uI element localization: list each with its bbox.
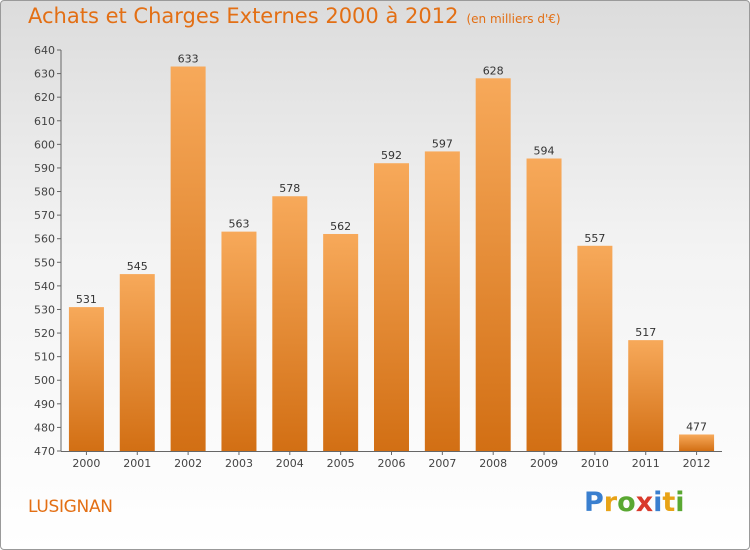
- y-tick-label: 510: [34, 351, 55, 364]
- y-tick-label: 530: [34, 303, 55, 316]
- y-axis: 470 480 490 500 510 520 530 540 550 560 570 580 590 6…: [34, 44, 62, 458]
- x-tick-label-2002: 2002: [174, 457, 202, 470]
- x-tick-label-2001: 2001: [123, 457, 151, 470]
- y-tick-label: 490: [34, 398, 55, 411]
- bar-2011[interactable]: [628, 340, 664, 451]
- x-tick-label-2007: 2007: [428, 457, 456, 470]
- y-tick-label: 500: [34, 374, 55, 387]
- bar-2012[interactable]: [679, 434, 715, 451]
- bar-2000[interactable]: [68, 307, 104, 451]
- value-label-2001: 545: [127, 260, 148, 273]
- bar-2004[interactable]: [272, 196, 308, 451]
- x-tick-label-2009: 2009: [530, 457, 558, 470]
- logo-letter: r: [603, 487, 618, 518]
- value-label-2000: 531: [76, 293, 97, 306]
- logo-letter: o: [617, 487, 636, 518]
- y-tick-label: 480: [34, 421, 55, 434]
- x-tick-label-2005: 2005: [327, 457, 355, 470]
- y-tick-label: 560: [34, 233, 55, 246]
- y-tick-label: 630: [34, 68, 55, 81]
- logo-letter: t: [662, 487, 676, 518]
- chart-title: Achats et Charges Externes 2000 à 2012 (e…: [28, 4, 561, 28]
- y-tick-label: 610: [34, 115, 55, 128]
- proxiti-logo[interactable]: Proxiti: [584, 487, 685, 518]
- value-label-2002: 633: [178, 53, 199, 66]
- x-tick-label-2011: 2011: [632, 457, 660, 470]
- bar-2009[interactable]: [526, 158, 562, 451]
- y-tick-label: 540: [34, 280, 55, 293]
- y-tick-label: 640: [34, 44, 55, 57]
- y-tick-label: 590: [34, 162, 55, 175]
- value-label-2005: 562: [330, 220, 351, 233]
- place-name: LUSIGNAN: [28, 497, 113, 517]
- bar-2005[interactable]: [323, 233, 359, 451]
- y-tick-label: 580: [34, 186, 55, 199]
- logo-letter: x: [635, 487, 654, 518]
- y-tick-label: 600: [34, 138, 55, 151]
- bar-2010[interactable]: [577, 245, 613, 451]
- x-axis: 2000 2001 2002 2003 2004 2005 2006 2007 2008 2009…: [61, 451, 722, 470]
- y-tick-label: 470: [34, 445, 55, 458]
- x-tick-label-2000: 2000: [72, 457, 100, 470]
- x-tick-label-2006: 2006: [378, 457, 406, 470]
- value-label-2010: 557: [584, 232, 605, 245]
- x-tick-label-2003: 2003: [225, 457, 253, 470]
- chart-title-text: Achats et Charges Externes 2000 à 2012: [28, 4, 459, 28]
- bar-2002[interactable]: [170, 66, 206, 451]
- value-label-2007: 597: [432, 137, 453, 150]
- bar-2006[interactable]: [374, 163, 409, 452]
- value-label-2011: 517: [635, 326, 656, 339]
- y-tick-label: 620: [34, 91, 55, 104]
- logo-letter: i: [653, 487, 663, 518]
- x-tick-label-2012: 2012: [683, 457, 711, 470]
- value-label-2004: 578: [279, 182, 300, 195]
- bar-2003[interactable]: [221, 231, 257, 451]
- bar-series: 531 545 633 563 578 562 592 597 628 594 557 517 477: [68, 53, 715, 452]
- y-tick-label: 570: [34, 209, 55, 222]
- x-tick-label-2004: 2004: [276, 457, 304, 470]
- value-label-2008: 628: [483, 64, 504, 77]
- x-tick-label-2010: 2010: [581, 457, 609, 470]
- x-tick-label-2008: 2008: [479, 457, 507, 470]
- bar-2007[interactable]: [424, 151, 460, 451]
- logo-letter: i: [675, 487, 685, 518]
- value-label-2003: 563: [228, 218, 249, 231]
- bar-2008[interactable]: [475, 78, 511, 452]
- value-label-2006: 592: [381, 149, 402, 162]
- y-tick-label: 520: [34, 327, 55, 340]
- bar-2001[interactable]: [119, 274, 155, 451]
- value-label-2009: 594: [534, 145, 555, 158]
- y-tick-label: 550: [34, 256, 55, 269]
- value-label-2012: 477: [686, 420, 707, 433]
- chart-subtitle: (en milliers d'€): [466, 12, 561, 26]
- logo-letter: P: [584, 487, 604, 518]
